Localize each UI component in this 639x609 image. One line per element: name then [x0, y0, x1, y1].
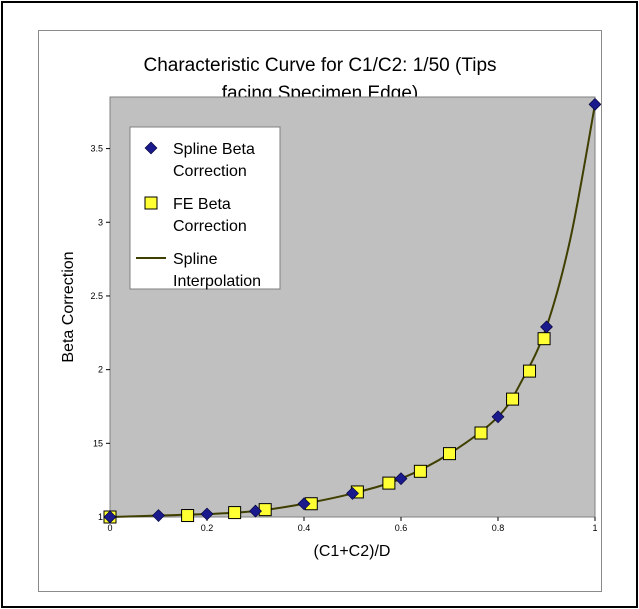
y-tick-label-3: 2.5 — [90, 291, 103, 301]
spline-beta-point-6 — [394, 472, 408, 486]
spline-beta-point-9 — [588, 97, 601, 111]
chart-svg: Characteristic Curve for C1/C2: 1/50 (Ti… — [60, 55, 601, 560]
chart-title-line-1: Characteristic Curve for C1/C2: 1/50 (Ti… — [143, 55, 496, 76]
fe-beta-point-2 — [228, 506, 242, 520]
x-axis-label: (C1+C2)/D — [314, 543, 391, 560]
fe-beta-point-9 — [474, 426, 488, 440]
x-tick-label-5: 1 — [592, 523, 597, 533]
spline-beta-point-7 — [491, 410, 505, 424]
legend-label-spline-beta-2: Correction — [173, 163, 247, 180]
fe-beta-point-11 — [523, 364, 537, 378]
spline-beta-point-3 — [249, 504, 262, 518]
spline-beta-point-8 — [540, 320, 553, 334]
spline-beta-point-0 — [103, 510, 117, 524]
legend-marker-spline-beta — [144, 141, 158, 155]
fe-beta-point-1 — [181, 509, 195, 523]
spline-beta-point-5 — [346, 486, 359, 500]
y-tick-label-4: 3 — [98, 217, 103, 227]
legend-label-spline-beta-1: Spline Beta — [173, 141, 255, 158]
legend-marker-fe-beta — [144, 196, 158, 210]
y-tick-label-5: 3.5 — [90, 144, 103, 154]
spline-beta-point-1 — [152, 509, 165, 522]
legend: Spline Beta Correction FE Beta Correctio… — [129, 126, 281, 290]
x-tick-label-4: 0.8 — [492, 523, 505, 533]
fe-beta-point-8 — [443, 447, 456, 461]
fe-beta-point-7 — [413, 464, 427, 478]
fe-beta-point-12 — [537, 332, 551, 346]
spline-beta-point-4 — [297, 497, 311, 511]
x-tick-label-0: 0 — [107, 523, 112, 533]
fe-beta-point-10 — [506, 392, 520, 406]
y-tick-label-0: 1 — [98, 512, 103, 522]
legend-label-fe-beta-2: Correction — [173, 218, 247, 235]
x-tick-label-2: 0.4 — [298, 523, 311, 533]
y-tick-label-2: 2 — [98, 365, 103, 375]
series-layer — [103, 97, 601, 524]
chart-area: Characteristic Curve for C1/C2: 1/50 (Ti… — [38, 30, 602, 592]
x-tick-label-1: 0.2 — [201, 523, 214, 533]
fe-beta-point-6 — [382, 476, 396, 490]
x-tick-label-3: 0.6 — [395, 523, 408, 533]
legend-label-spline-interp-1: Spline — [173, 251, 218, 268]
axis-ticks: 0 0.2 0.4 0.6 0.8 1 1 15 2 2.5 3 3.5 — [90, 144, 597, 533]
y-tick-label-1: 15 — [93, 438, 103, 448]
legend-label-spline-interp-2: Interpolation — [173, 273, 261, 290]
spline-beta-point-2 — [200, 507, 214, 521]
legend-label-fe-beta-1: FE Beta — [173, 196, 231, 213]
y-axis-label: Beta Correction — [60, 251, 77, 362]
fe-beta-point-3 — [258, 503, 272, 517]
